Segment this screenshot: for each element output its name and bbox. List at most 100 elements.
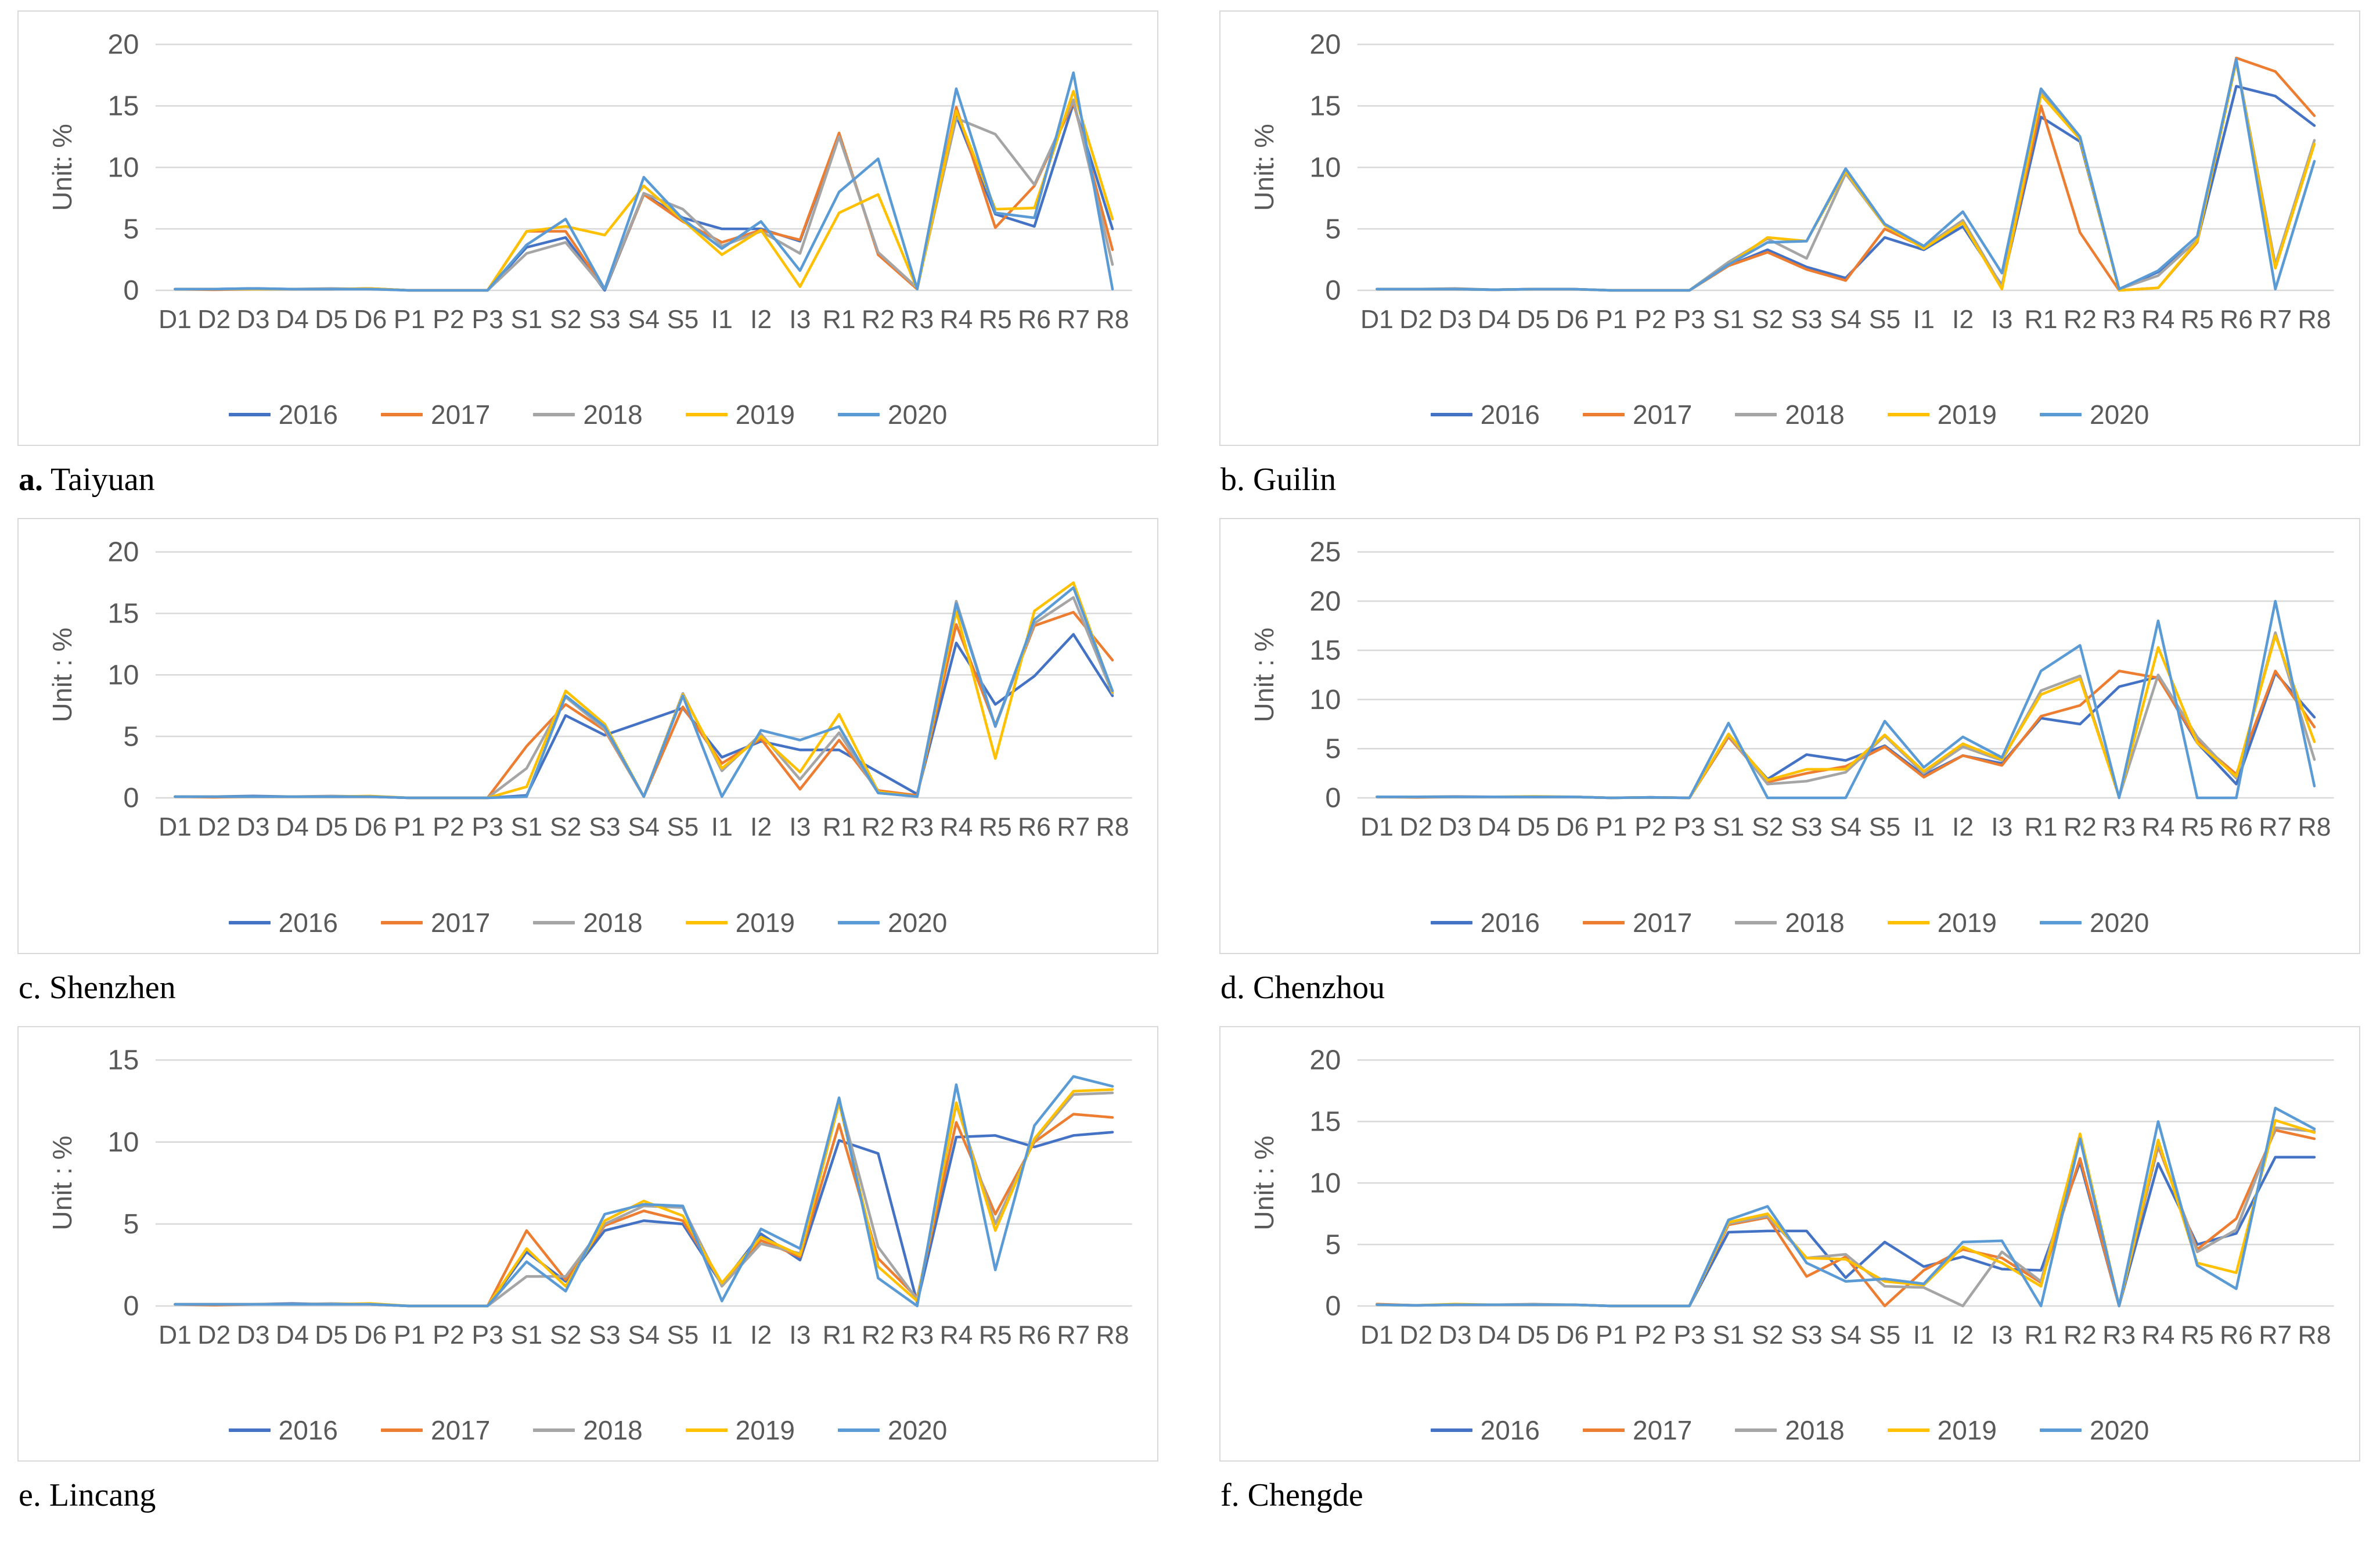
x-tick-label: R3 (901, 1320, 934, 1349)
x-tick-label: R6 (1018, 305, 1051, 334)
x-tick-label: D6 (354, 813, 387, 841)
chart-panel: 0 5 10 15 20 25 Unit : % D1 D2 D3 D4 D5 D6 P1 P2 P3 S1 S2… (1219, 518, 2360, 954)
x-tick-label: S4 (628, 813, 660, 841)
x-tick-label: I2 (1952, 813, 1974, 841)
x-tick-label: R5 (979, 1320, 1012, 1349)
x-tick-label: D3 (1439, 1320, 1472, 1349)
y-tick-label: 15 (1309, 635, 1341, 666)
legend-item-2017: 2017 (1582, 907, 1692, 938)
x-tick-label: S5 (1869, 305, 1901, 334)
x-tick-label: R6 (2220, 1320, 2253, 1349)
x-tick-label: D2 (197, 813, 231, 841)
legend-item-2018: 2018 (533, 907, 643, 938)
y-tick-label: 0 (1325, 275, 1341, 306)
legend-line-swatch (1430, 920, 1472, 924)
x-tick-label: D6 (354, 305, 387, 334)
x-tick-label: R7 (1057, 813, 1090, 841)
series-line-2017 (174, 611, 1114, 800)
chart-caption: d. Chenzhou (1220, 969, 2360, 1014)
y-tick-label: 5 (1325, 1229, 1341, 1260)
x-tick-label: D5 (1517, 305, 1550, 334)
x-tick-label: S5 (667, 1320, 699, 1349)
legend-label: 2019 (735, 400, 795, 430)
x-tick-label: R2 (2064, 813, 2097, 841)
x-tick-label: R5 (2181, 1320, 2214, 1349)
legend-line-swatch (685, 920, 728, 924)
x-tick-label: I1 (711, 305, 733, 334)
x-tick-label: P2 (433, 1320, 465, 1349)
x-tick-label: R2 (2064, 1320, 2097, 1349)
chart-panel: 0 5 10 15 Unit : % D1 D2 D3 D4 D5 D6 P1 P2 P3 S1 S2 S3 S4… (17, 1025, 1158, 1462)
x-tick-label: S4 (1830, 813, 1861, 841)
legend-item-2016: 2016 (1430, 1415, 1540, 1446)
legend-item-2017: 2017 (1582, 1415, 1692, 1446)
x-tick-label: P1 (394, 813, 426, 841)
y-axis-title: Unit : % (1249, 628, 1279, 722)
chart-figure-shenzhen: 0 5 10 15 20 Unit : % D1 D2 D3 D4 D5 D6 P1 P2 P3 S1 S2 S3… (17, 518, 1158, 1017)
legend-label: 2020 (888, 1415, 948, 1445)
x-tick-label: S2 (1752, 1320, 1784, 1349)
legend-line-swatch (380, 413, 423, 417)
x-tick-label: S1 (1713, 305, 1745, 334)
y-axis-title: Unit: % (47, 124, 77, 211)
x-tick-label: R3 (901, 813, 934, 841)
chart-caption: c. Shenzhen (19, 969, 1158, 1014)
x-tick-label: S4 (1830, 1320, 1861, 1349)
chart-legend: 2016 2017 2018 2019 2020 (29, 898, 1147, 947)
legend-item-2019: 2019 (1887, 1415, 1997, 1446)
x-tick-label: D4 (276, 813, 309, 841)
x-tick-label: R1 (823, 305, 856, 334)
x-tick-label: D1 (159, 1320, 192, 1349)
y-tick-label: 10 (1309, 684, 1341, 715)
x-tick-label: P1 (1596, 1320, 1628, 1349)
series-line-2019 (174, 1088, 1114, 1307)
y-tick-label: 5 (1325, 213, 1341, 244)
x-tick-label: R8 (1096, 1320, 1129, 1349)
x-tick-label: I1 (1913, 305, 1935, 334)
x-tick-label: I3 (1991, 1320, 2012, 1349)
y-tick-label: 10 (107, 152, 139, 183)
y-tick-label: 20 (107, 537, 139, 568)
line-chart: 0 5 10 15 20 Unit : % D1 D2 D3 D4 D5 D6 P1 P2 P3 S1 S2 S3… (1249, 1044, 2334, 1349)
x-tick-label: S2 (550, 1320, 582, 1349)
y-tick-label: 0 (123, 275, 139, 306)
x-tick-label: R6 (2220, 305, 2253, 334)
legend-line-swatch (685, 413, 728, 417)
legend-label: 2018 (1785, 1415, 1845, 1445)
x-tick-label: R7 (2259, 305, 2292, 334)
legend-item-2018: 2018 (533, 1415, 643, 1446)
x-tick-label: R8 (1096, 305, 1129, 334)
series-line-2017 (174, 1112, 1114, 1307)
x-tick-label: D6 (354, 1320, 387, 1349)
x-tick-label: S2 (550, 813, 582, 841)
caption-name: Taiyuan (51, 462, 155, 498)
legend-item-2016: 2016 (1430, 399, 1540, 430)
legend-line-swatch (533, 413, 575, 417)
legend-item-2017: 2017 (380, 907, 491, 938)
x-tick-label: S4 (628, 305, 660, 334)
legend-line-swatch (1735, 1428, 1777, 1432)
legend-line-swatch (380, 1428, 423, 1432)
chart-figure-guilin: 0 5 10 15 20 Unit: % D1 D2 D3 D4 D5 D6 P1 P2 P3 S1 S2 S3 S… (1219, 10, 2360, 510)
x-tick-label: R4 (939, 813, 973, 841)
legend-label: 2018 (583, 907, 643, 938)
legend-line-swatch (838, 1428, 880, 1432)
x-tick-label: S3 (589, 813, 621, 841)
legend-label: 2020 (888, 400, 948, 430)
y-tick-label: 20 (1309, 29, 1341, 60)
y-tick-label: 15 (1309, 1106, 1341, 1137)
x-tick-label: R3 (2102, 305, 2136, 334)
y-tick-label: 5 (123, 1208, 139, 1240)
x-tick-label: S5 (667, 305, 699, 334)
caption-name: Lincang (49, 1477, 156, 1513)
series-line-2020 (1376, 600, 2316, 800)
series-line-2020 (174, 71, 1114, 292)
series-line-2018 (1376, 1126, 2316, 1307)
x-tick-label: R7 (2259, 813, 2292, 841)
y-tick-label: 10 (1309, 152, 1341, 183)
legend-item-2019: 2019 (1887, 907, 1997, 938)
legend-item-2019: 2019 (685, 399, 795, 430)
caption-letter: d. (1220, 969, 1245, 1006)
legend-label: 2017 (430, 907, 491, 938)
x-tick-label: D1 (159, 813, 192, 841)
